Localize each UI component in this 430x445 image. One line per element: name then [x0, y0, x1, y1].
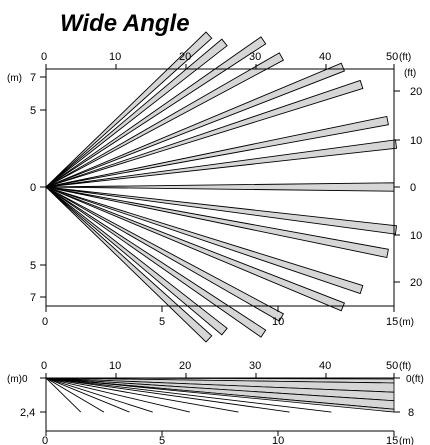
top-view-beams	[45, 31, 398, 343]
detection-beam-line	[45, 377, 239, 413]
detection-beam-line	[45, 377, 332, 413]
left-unit-label: (m)	[7, 73, 22, 84]
right-tick-label: 20	[410, 86, 422, 98]
right-tick-label: 20	[410, 277, 422, 289]
ft-tick-label: 0	[41, 51, 47, 63]
detection-beam	[45, 186, 285, 322]
detection-beam	[45, 377, 395, 413]
top-view-right-ticks: (ft) 20 10 0 10 20	[394, 68, 422, 289]
detection-beam	[45, 186, 267, 338]
detection-beam-line	[45, 377, 105, 413]
ft-tick-label: 50	[386, 360, 398, 372]
left-tick-label: 7	[30, 292, 36, 304]
side-view-beams	[45, 377, 395, 413]
detection-beam	[45, 182, 395, 192]
m-tick-label: 10	[272, 435, 284, 445]
right-tick-label: 10	[410, 230, 422, 242]
ft-unit-label: (ft)	[399, 52, 411, 63]
top-view-ft-ticks: 0 10 20 30 40 50 (ft)	[41, 51, 411, 69]
ft-tick-label: 50	[386, 51, 398, 63]
right-tick-label: 0	[410, 182, 416, 194]
m-tick-label: 5	[159, 435, 165, 445]
left-tick-label: 0	[30, 182, 36, 194]
detection-beam	[45, 115, 389, 188]
side-view: 0 10 20 30 40 50 (ft) (m)0 2,4 0(ft) 8	[7, 360, 424, 445]
side-view-ft-ticks: 0 10 20 30 40 50 (ft)	[41, 360, 411, 378]
detection-beam	[45, 31, 213, 188]
ft-unit-label: (ft)	[399, 361, 411, 372]
detection-beam	[45, 186, 346, 312]
ft-tick-label: 20	[179, 360, 191, 372]
page-title: Wide Angle	[60, 10, 190, 37]
m-unit-label: (m)	[399, 317, 414, 328]
detection-beam	[45, 62, 346, 188]
right-unit-label: (ft)	[404, 68, 416, 79]
detection-beam	[45, 38, 228, 188]
detection-beam	[45, 186, 398, 235]
detection-beam	[45, 186, 364, 295]
m-tick-label: 0	[42, 316, 48, 328]
ft-tick-label: 20	[179, 51, 191, 63]
ft-tick-label: 10	[109, 51, 121, 63]
side-right-top-label: 0(ft)	[406, 374, 424, 385]
side-view-right-ticks: 0(ft) 8	[394, 374, 424, 419]
detection-beam-line	[45, 377, 130, 413]
detection-beam-line	[45, 377, 82, 413]
m-tick-label: 5	[159, 316, 165, 328]
left-tick-label: 5	[30, 105, 36, 117]
detection-beam	[45, 186, 228, 336]
side-left-bottom-label: 2,4	[20, 407, 35, 419]
side-left-top-label: (m)0	[7, 374, 28, 385]
detection-beam	[45, 36, 267, 188]
detection-beam-line	[45, 377, 190, 413]
detection-beam	[45, 52, 285, 188]
detection-beam	[45, 139, 398, 188]
detection-beam	[45, 79, 364, 188]
ft-tick-label: 30	[249, 51, 261, 63]
side-right-bottom-label: 8	[408, 407, 414, 419]
ft-tick-label: 0	[41, 360, 47, 372]
top-view-bottom-ticks: 0 5 10 15 (m)	[42, 306, 414, 328]
detection-beam	[45, 186, 213, 343]
ft-tick-label: 30	[249, 360, 261, 372]
left-tick-label: 7	[30, 72, 36, 84]
side-view-bottom-ticks: 0 5 10 15 (m)	[42, 431, 414, 445]
ft-tick-label: 40	[319, 51, 331, 63]
top-view-left-ticks: (m) 7 5 0 5 7	[7, 72, 46, 304]
side-view-left-ticks: (m)0 2,4	[7, 374, 46, 419]
m-tick-label: 10	[272, 316, 284, 328]
m-tick-label: 15	[386, 316, 398, 328]
detection-beam-line	[45, 377, 153, 413]
detection-beam-line	[45, 377, 290, 413]
right-tick-label: 10	[410, 135, 422, 147]
ft-tick-label: 10	[109, 360, 121, 372]
m-unit-label: (m)	[399, 436, 414, 445]
detection-beam	[45, 186, 389, 259]
top-view: 0 10 20 30 40 50 (ft) (m) 7 5 0 5 7	[7, 31, 422, 343]
ft-tick-label: 40	[319, 360, 331, 372]
m-tick-label: 0	[42, 435, 48, 445]
left-tick-label: 5	[30, 260, 36, 272]
m-tick-label: 15	[386, 435, 398, 445]
